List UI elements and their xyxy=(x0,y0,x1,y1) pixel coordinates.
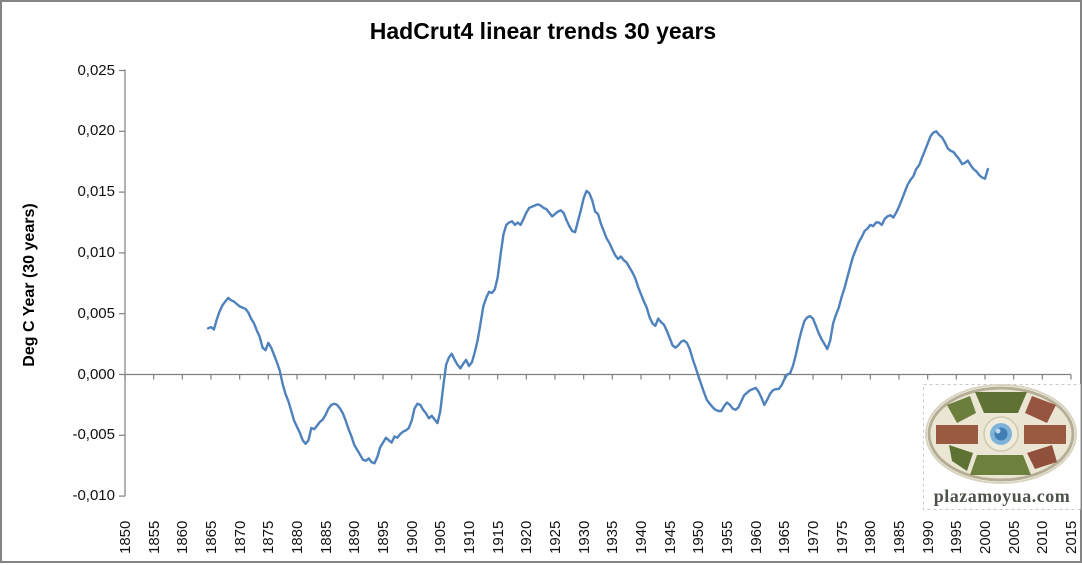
x-tick-label: 2000 xyxy=(977,520,994,554)
garden-patch xyxy=(1025,396,1056,423)
logo-text: plazamoyua.com xyxy=(934,486,1071,506)
x-tick-label: 1930 xyxy=(575,520,593,554)
y-tick-label: 0,020 xyxy=(77,122,115,140)
y-tick-label: 0,000 xyxy=(77,365,115,383)
x-tick-label: 1975 xyxy=(833,520,851,554)
x-tick-label: 1995 xyxy=(948,520,966,554)
garden-patch xyxy=(936,425,978,444)
x-tick-label: 1925 xyxy=(547,520,564,554)
y-tick-label: 0,025 xyxy=(77,61,115,79)
x-tick-label: 1880 xyxy=(289,520,306,554)
y-tick-label: -0,005 xyxy=(72,426,115,444)
x-tick-label: 1920 xyxy=(518,520,536,554)
x-tick-label: 1960 xyxy=(747,520,765,554)
x-tick-label: 1885 xyxy=(317,520,335,554)
x-tick-label: 1970 xyxy=(805,520,822,554)
y-tick-label: 0,005 xyxy=(77,304,115,322)
x-tick-label: 1890 xyxy=(346,520,364,554)
y-tick-label: -0,010 xyxy=(72,487,115,505)
x-tick-label: 1910 xyxy=(461,520,478,554)
x-tick-label: 2015 xyxy=(1063,520,1080,554)
logo-image: plazamoyua.com xyxy=(923,384,1081,510)
garden-patch xyxy=(949,445,973,471)
x-tick-label: 1955 xyxy=(719,520,736,554)
x-tick-label: 1950 xyxy=(690,520,708,554)
x-tick-label: 1870 xyxy=(231,520,249,554)
x-tick-label: 1905 xyxy=(432,520,450,554)
y-tick-label: 0,015 xyxy=(77,183,115,201)
x-tick-label: 1915 xyxy=(489,520,507,554)
x-tick-label: 1965 xyxy=(776,520,794,554)
x-tick-label: 1980 xyxy=(862,520,880,554)
x-tick-label: 2005 xyxy=(1005,520,1023,554)
garden-patch xyxy=(1024,425,1066,444)
plazamoyua-logo: plazamoyua.com xyxy=(923,384,1081,510)
y-tick-label: 0,010 xyxy=(77,243,115,261)
x-tick-label: 1895 xyxy=(375,520,392,554)
garden-patch xyxy=(1027,445,1057,469)
x-tick-label: 1940 xyxy=(633,520,650,554)
x-tick-label: 1860 xyxy=(174,520,192,554)
chart-title: HadCrut4 linear trends 30 years xyxy=(369,18,717,44)
garden-patch xyxy=(947,396,976,423)
x-tick-label: 1875 xyxy=(260,520,278,554)
garden-patch xyxy=(975,392,1027,413)
x-tick-label: 1850 xyxy=(117,520,134,554)
x-tick-label: 1865 xyxy=(203,520,220,554)
garden-patch xyxy=(970,455,1031,475)
x-tick-label: 1945 xyxy=(661,520,679,554)
x-tick-label: 1900 xyxy=(403,520,421,554)
x-tick-label: 1855 xyxy=(145,520,163,554)
x-tick-label: 1990 xyxy=(919,520,937,554)
x-tick-label: 2010 xyxy=(1034,520,1052,554)
series-line xyxy=(206,130,990,465)
x-tick-label: 1935 xyxy=(604,520,622,554)
x-tick-label: 1985 xyxy=(891,520,908,554)
